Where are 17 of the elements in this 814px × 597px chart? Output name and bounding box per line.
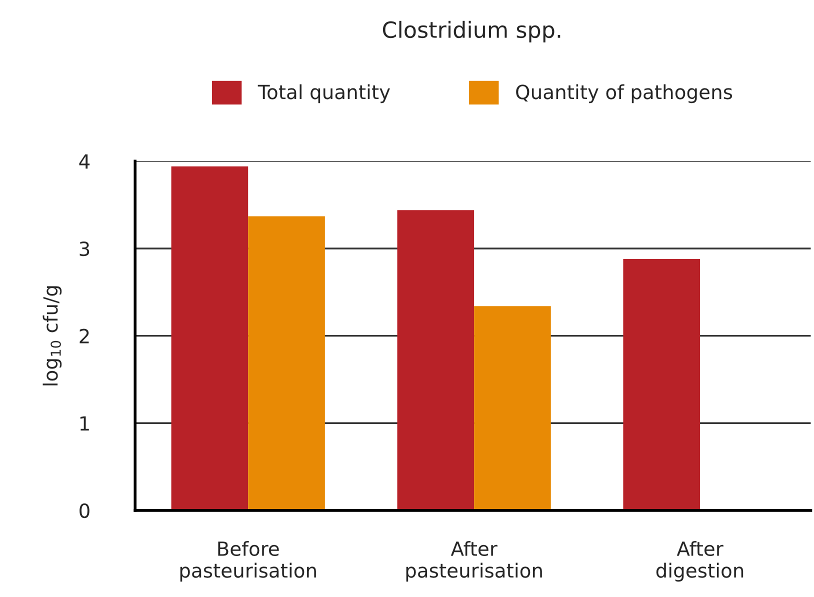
- y-tick-label: 2: [80, 328, 89, 344]
- bar: [171, 166, 248, 510]
- bar: [474, 306, 551, 510]
- y-tick-label: 3: [80, 241, 90, 256]
- y-axis-title: log$_{10}$ cfu/g: [42, 286, 62, 386]
- x-tick-label: Before pasteurisation: [180, 540, 316, 582]
- x-tick-label: After digestion: [656, 540, 744, 582]
- chart-title: Clostridium spp.: [382, 20, 560, 42]
- y-tick-label: 4: [79, 154, 90, 169]
- bar: [397, 210, 474, 510]
- y-tick-label: 0: [80, 503, 90, 518]
- x-tick-label: After pasteurisation: [406, 540, 542, 582]
- bar: [248, 216, 325, 510]
- y-tick-label: 1: [80, 416, 89, 431]
- bar: [623, 258, 700, 510]
- legend-label: Quantity of pathogens: [516, 84, 732, 104]
- legend-label: Total quantity: [258, 84, 390, 104]
